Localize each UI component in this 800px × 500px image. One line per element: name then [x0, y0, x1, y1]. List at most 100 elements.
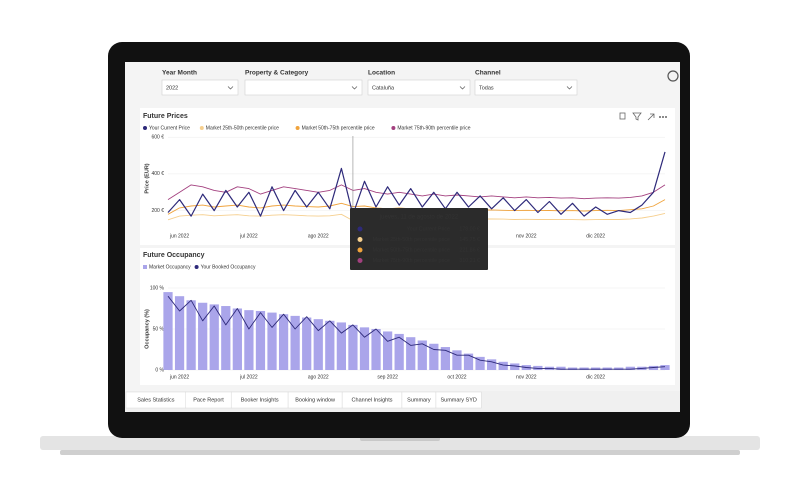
- tab-label: Summary: [407, 397, 431, 403]
- chevron: [459, 86, 466, 90]
- dropdown-value: 2022: [166, 85, 178, 91]
- legend-swatch: [143, 265, 147, 269]
- legend-swatch: [391, 126, 396, 130]
- bar: [232, 308, 242, 370]
- x-tick-label: nov 2022: [516, 374, 537, 380]
- dropdown-value: Cataluña: [372, 85, 395, 91]
- y-tick-label: 600 €: [151, 135, 164, 141]
- series-line: [167, 295, 666, 370]
- y-tick-label: 50 %: [153, 326, 165, 332]
- bar: [417, 340, 427, 370]
- bar: [660, 365, 670, 370]
- tab-label: Pace Report: [193, 397, 224, 403]
- tooltip-name: Your Current Price: [407, 226, 450, 232]
- filter-label: Channel: [475, 70, 501, 77]
- legend-swatch: [199, 126, 204, 130]
- tab-label: Sales Statistics: [137, 397, 175, 403]
- tooltip-value: 221,86 €: [459, 247, 480, 253]
- legend-swatch: [295, 126, 300, 130]
- filter-label: Location: [368, 70, 395, 77]
- x-tick-label: nov 2022: [516, 233, 537, 239]
- tooltip-swatch: [357, 237, 363, 242]
- chevron: [566, 86, 573, 90]
- bar: [452, 350, 462, 370]
- bar: [198, 302, 208, 370]
- filter-label: Year Month: [162, 70, 197, 77]
- laptop-base: [40, 436, 760, 450]
- legend-label: Market 25th-50th percentile price: [206, 125, 279, 131]
- bar: [348, 324, 358, 370]
- bar: [498, 361, 508, 370]
- bar: [163, 292, 173, 370]
- y-axis-title: Price (EUR): [144, 163, 150, 193]
- bar: [221, 306, 231, 370]
- chevron: [227, 86, 234, 90]
- legend-swatch: [143, 126, 147, 130]
- x-tick-label: sep 2022: [377, 374, 398, 380]
- x-tick-label: ago 2022: [308, 233, 329, 239]
- dropdown[interactable]: [367, 79, 471, 96]
- bar: [359, 327, 370, 370]
- tooltip-value: 145,75 €: [459, 237, 480, 243]
- dropdown[interactable]: [161, 79, 239, 96]
- x-tick-label: oct 2022: [447, 374, 466, 380]
- bar: [371, 329, 381, 370]
- y-tick-label: 100 %: [150, 285, 165, 291]
- bar: [174, 296, 185, 370]
- bar: [255, 310, 266, 370]
- tooltip-title: jueves, 11 de agosto de 2022: [379, 215, 459, 221]
- bar: [336, 322, 346, 370]
- tooltip-value: 310,21 €: [459, 258, 480, 264]
- chevron: [351, 86, 358, 90]
- legend-label: Your Current Price: [149, 125, 190, 131]
- tooltip-name: Market 75th-90th percentile price: [373, 258, 450, 264]
- tooltip-value: 178,00 €: [459, 226, 480, 232]
- bar: [186, 300, 196, 370]
- chart-title: Future Occupancy: [143, 252, 205, 259]
- tab-label: Channel Insights: [352, 397, 393, 403]
- bar: [406, 337, 416, 370]
- tab[interactable]: [435, 391, 482, 409]
- y-axis-title: Occupancy (%): [144, 309, 150, 349]
- bar: [267, 312, 277, 370]
- x-tick-label: jul 2022: [239, 233, 258, 239]
- bar: [440, 347, 451, 370]
- y-tick-label: 0 %: [155, 367, 164, 373]
- bar: [394, 333, 404, 370]
- x-tick-label: dic 2022: [586, 374, 605, 380]
- laptop-base-shadow: [60, 450, 740, 455]
- tooltip-swatch: [357, 226, 363, 232]
- more-icon[interactable]: [659, 116, 662, 119]
- filter-icon[interactable]: [632, 112, 642, 121]
- more-icon: [665, 116, 668, 119]
- bar: [325, 320, 335, 370]
- visual-header-icons: [619, 112, 668, 121]
- filter-label: Property & Category: [245, 70, 309, 77]
- legend-label: Market 75th-90th percentile price: [397, 125, 470, 131]
- tooltip-name: Market 50th-75th percentile price: [373, 247, 450, 253]
- legend-label: Market 50th-75th percentile price: [302, 125, 375, 131]
- expand-icon[interactable]: [647, 113, 655, 121]
- bar: [278, 314, 289, 370]
- bar: [382, 331, 393, 370]
- bar: [209, 304, 219, 370]
- bar: [487, 359, 497, 370]
- bar: [302, 317, 312, 370]
- legend-label: Your Booked Occupancy: [201, 264, 256, 270]
- bar: [290, 315, 300, 370]
- x-tick-label: dic 2022: [586, 233, 605, 239]
- x-tick-label: jul 2022: [239, 374, 258, 380]
- tab-label: Booking window: [295, 397, 335, 403]
- bar: [463, 353, 474, 370]
- legend-label: Market Occupancy: [149, 264, 191, 270]
- dropdown[interactable]: [474, 79, 578, 96]
- dropdown-value: Todas: [479, 85, 494, 91]
- copy-icon[interactable]: [619, 112, 626, 120]
- bar: [625, 366, 635, 370]
- dropdown[interactable]: [244, 79, 363, 96]
- series-line: [167, 151, 666, 217]
- icon[interactable]: [667, 70, 679, 82]
- x-tick-label: ago 2022: [308, 374, 329, 380]
- tooltip-swatch: [357, 258, 363, 263]
